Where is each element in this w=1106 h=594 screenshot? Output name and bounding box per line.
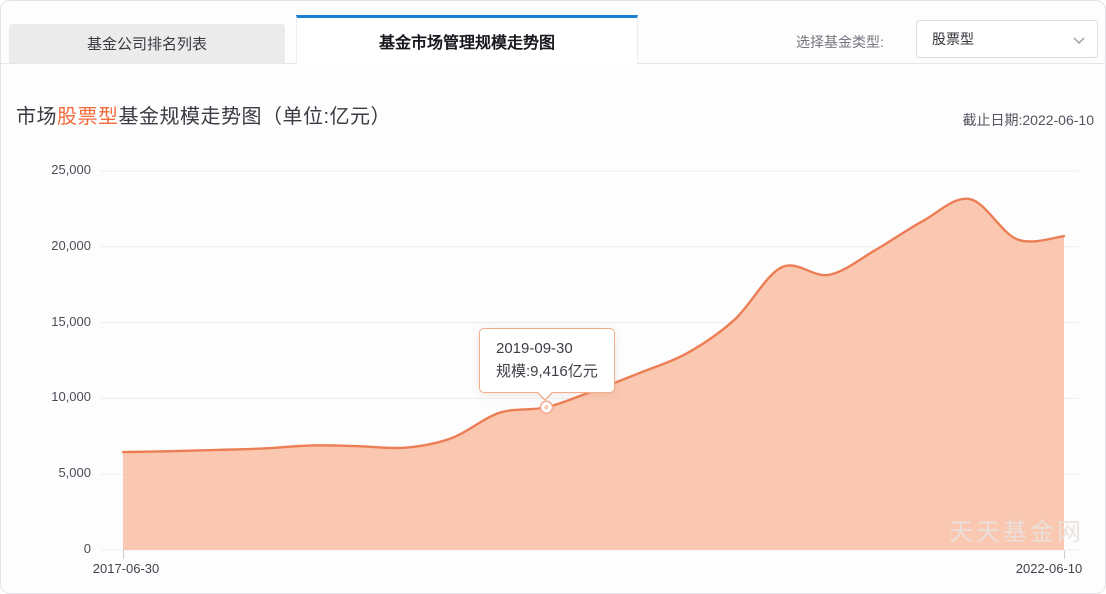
y-axis-label: 10,000 xyxy=(51,389,91,405)
chart-title: 市场股票型基金规模走势图（单位:亿元） xyxy=(16,100,391,129)
y-axis-label: 5,000 xyxy=(58,465,91,481)
tab-fund-market-scale-trend[interactable]: 基金市场管理规模走势图 xyxy=(296,15,638,64)
tab-label: 基金市场管理规模走势图 xyxy=(378,35,555,52)
tab-fund-company-ranking[interactable]: 基金公司排名列表 xyxy=(9,24,285,63)
x-axis-label: 2022-06-10 xyxy=(1015,561,1083,576)
fund-type-filter-label: 选择基金类型: xyxy=(796,34,884,50)
fund-type-select[interactable]: 股票型 xyxy=(916,20,1098,58)
fund-type-selected-value: 股票型 xyxy=(932,31,974,47)
chevron-down-icon xyxy=(1073,31,1085,47)
y-axis-label: 25,000 xyxy=(51,162,91,177)
chart-title-suffix: 基金规模走势图（单位:亿元） xyxy=(118,106,392,128)
tooltip-value: 规模:9,416亿元 xyxy=(496,363,598,380)
as-of-date: 截止日期:2022-06-10 xyxy=(962,112,1094,128)
tab-label: 基金公司排名列表 xyxy=(86,36,207,53)
x-axis-label: 2017-06-30 xyxy=(92,561,160,576)
chart-tooltip: 2019-09-30 规模:9,416亿元 xyxy=(479,328,615,401)
y-axis-label: 20,000 xyxy=(51,237,91,253)
area-fill xyxy=(123,198,1064,550)
watermark: 天天基金网 xyxy=(949,519,1084,546)
chart-title-fund-type: 股票型 xyxy=(57,106,119,128)
marker-dot-center xyxy=(544,405,549,410)
y-axis-label: 0 xyxy=(83,541,91,556)
chart-title-prefix: 市场 xyxy=(16,106,57,128)
tooltip-date: 2019-09-30 xyxy=(496,340,573,357)
y-axis-label: 15,000 xyxy=(51,313,91,329)
